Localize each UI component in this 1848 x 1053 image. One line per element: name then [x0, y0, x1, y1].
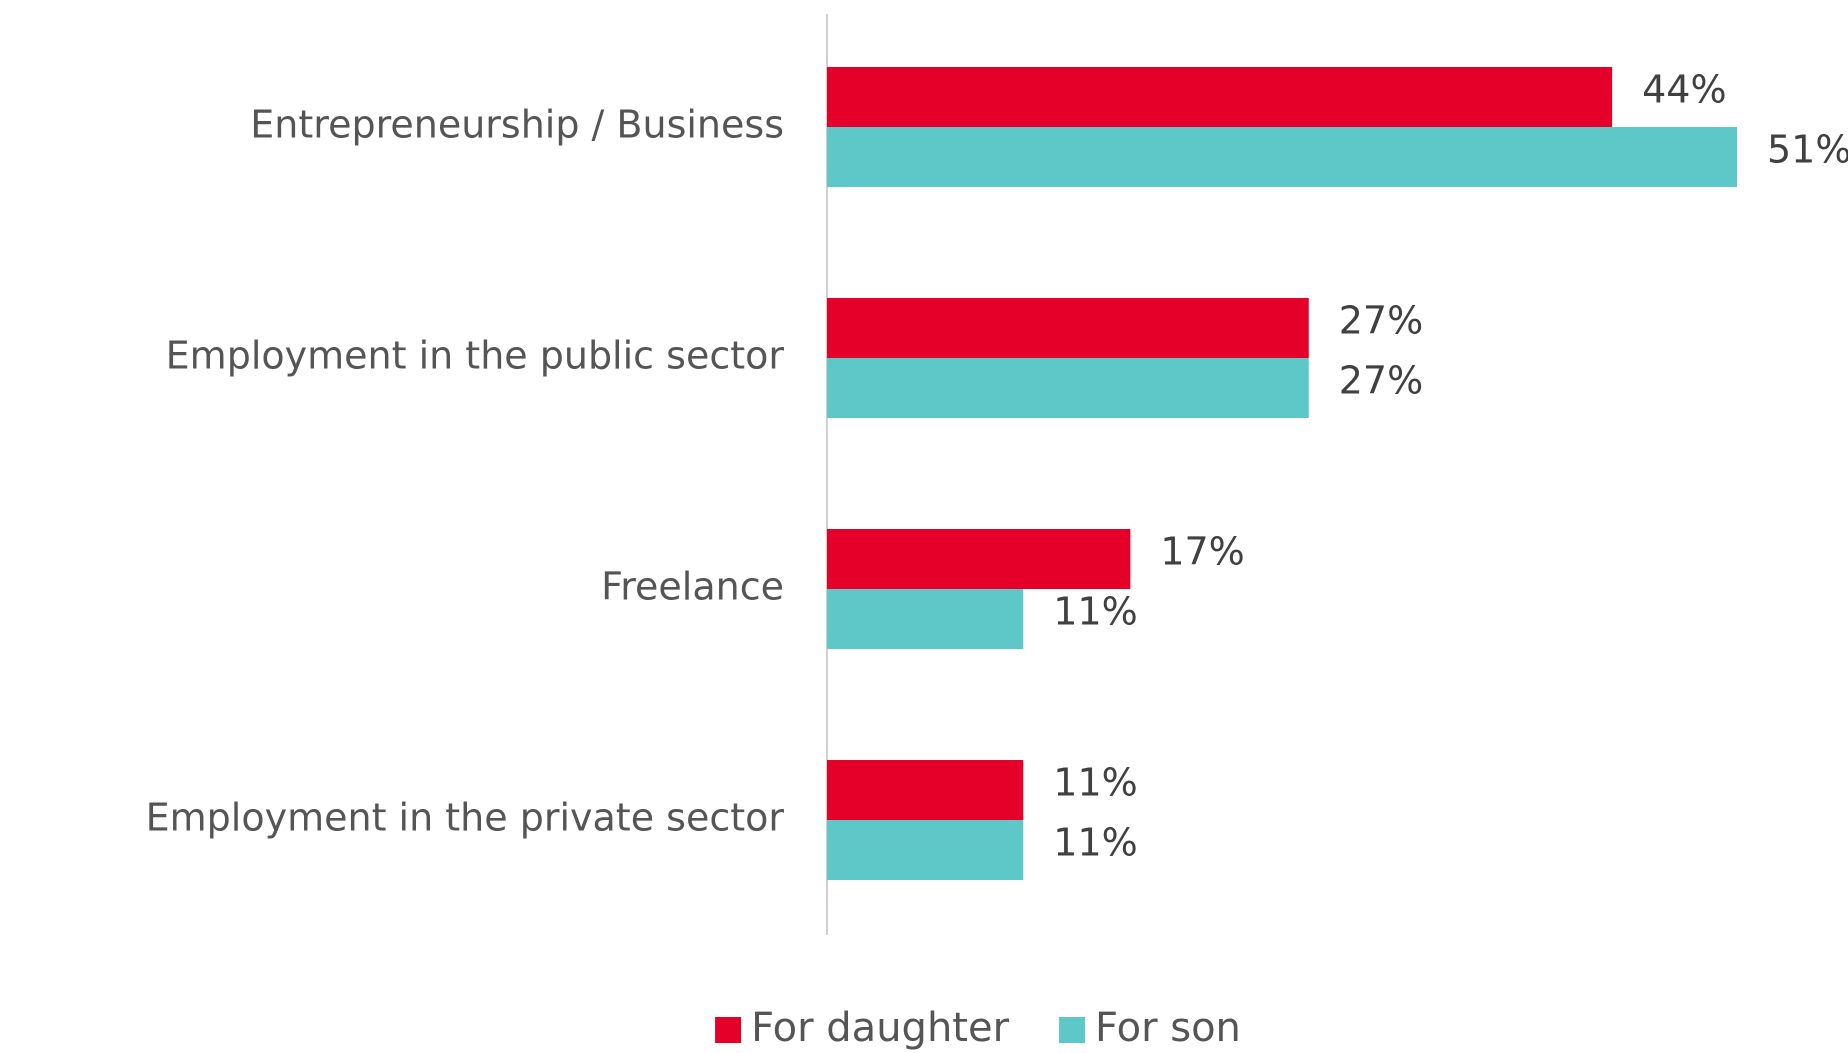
value-label: 11%: [1053, 590, 1137, 634]
category-label: Employment in the private sector: [146, 796, 785, 840]
category-label: Freelance: [601, 565, 784, 609]
bar: [827, 358, 1309, 418]
bar: [827, 589, 1024, 649]
value-label: 27%: [1339, 299, 1423, 343]
legend-label: For son: [1095, 1005, 1241, 1051]
value-label: 51%: [1767, 128, 1848, 172]
bar: [827, 67, 1613, 127]
bar: [827, 127, 1737, 187]
bar: [827, 820, 1024, 880]
value-label: 11%: [1053, 821, 1137, 865]
value-label: 44%: [1642, 68, 1726, 112]
legend-label: For daughter: [751, 1005, 1010, 1051]
legend-swatch: [1059, 1017, 1086, 1043]
bar: [827, 529, 1131, 589]
value-label: 11%: [1053, 761, 1137, 805]
value-label: 27%: [1339, 359, 1423, 403]
legend-swatch: [715, 1017, 742, 1043]
value-label: 17%: [1160, 530, 1244, 574]
category-label: Employment in the public sector: [166, 334, 785, 378]
category-label: Entrepreneurship / Business: [250, 103, 784, 147]
bar: [827, 298, 1309, 358]
bar: [827, 760, 1024, 820]
